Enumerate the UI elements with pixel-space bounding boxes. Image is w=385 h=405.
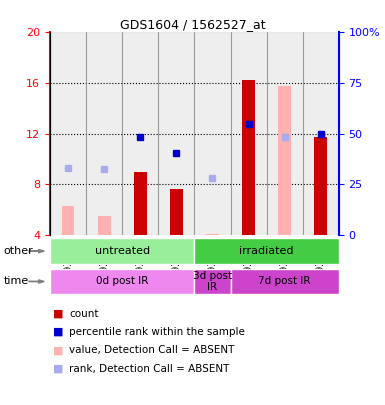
Text: untreated: untreated xyxy=(95,246,150,256)
Text: count: count xyxy=(69,309,99,319)
Bar xyxy=(231,32,266,235)
FancyBboxPatch shape xyxy=(231,269,339,294)
Text: rank, Detection Call = ABSENT: rank, Detection Call = ABSENT xyxy=(69,364,230,373)
Bar xyxy=(62,206,74,235)
Bar xyxy=(158,32,194,235)
Bar xyxy=(122,32,158,235)
Bar xyxy=(194,32,231,235)
Bar xyxy=(242,81,255,235)
Text: value, Detection Call = ABSENT: value, Detection Call = ABSENT xyxy=(69,345,235,355)
Bar xyxy=(278,85,291,235)
Bar xyxy=(303,32,339,235)
FancyBboxPatch shape xyxy=(50,269,194,294)
Text: other: other xyxy=(4,246,33,256)
Text: irradiated: irradiated xyxy=(239,246,294,256)
Bar xyxy=(170,190,183,235)
Text: 0d post IR: 0d post IR xyxy=(96,277,149,286)
Text: ■: ■ xyxy=(52,364,63,373)
FancyBboxPatch shape xyxy=(194,269,231,294)
Bar xyxy=(50,32,86,235)
Text: 3d post
IR: 3d post IR xyxy=(193,271,232,292)
Text: GDS1604 / 1562527_at: GDS1604 / 1562527_at xyxy=(120,18,265,31)
Bar xyxy=(266,32,303,235)
Text: ■: ■ xyxy=(52,345,63,355)
Bar xyxy=(98,216,110,235)
Text: ■: ■ xyxy=(52,327,63,337)
Bar xyxy=(315,137,327,235)
Text: ■: ■ xyxy=(52,309,63,319)
FancyBboxPatch shape xyxy=(194,238,339,264)
Text: percentile rank within the sample: percentile rank within the sample xyxy=(69,327,245,337)
FancyBboxPatch shape xyxy=(50,238,194,264)
Bar xyxy=(134,172,147,235)
Text: 7d post IR: 7d post IR xyxy=(258,277,311,286)
Bar xyxy=(86,32,122,235)
Text: time: time xyxy=(4,277,29,286)
Bar xyxy=(206,234,219,235)
